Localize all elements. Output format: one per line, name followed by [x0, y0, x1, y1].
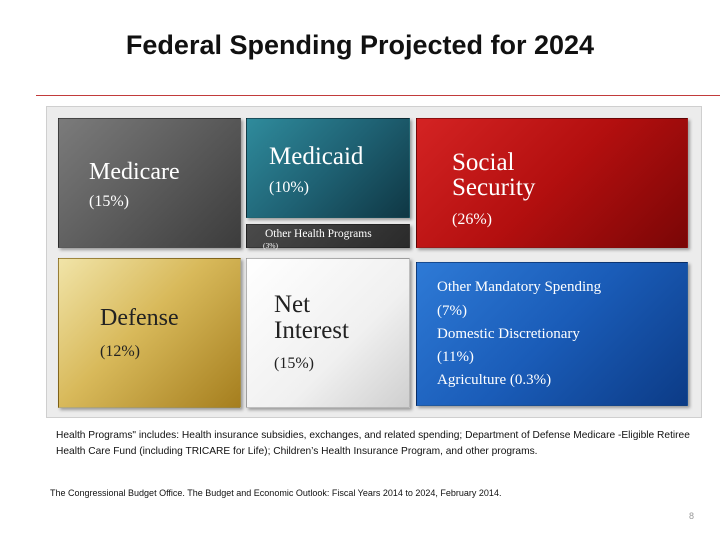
- defense-percent: (12%): [100, 343, 140, 360]
- agriculture-label: Agriculture (0.3%): [437, 372, 552, 388]
- tile-other-mandatory: Other Mandatory Spending (7%) Domestic D…: [416, 262, 688, 406]
- footnote: Health Programs" includes: Health insura…: [56, 430, 690, 457]
- domestic-discretionary-percent: (11%): [437, 349, 474, 365]
- other-mandatory-percent: (7%): [437, 303, 467, 319]
- other-health-percent: (3%): [263, 241, 278, 250]
- domestic-discretionary-label: Domestic Discretionary: [437, 326, 580, 342]
- tile-medicaid: Medicaid (10%): [246, 118, 410, 218]
- tile-net-interest: Net Interest (15%): [246, 258, 410, 408]
- title-divider: [36, 95, 720, 96]
- defense-label: Defense: [100, 305, 179, 331]
- medicaid-label: Medicaid: [269, 143, 364, 170]
- social-security-percent: (26%): [452, 211, 492, 228]
- tile-social-security: Social Security (26%): [416, 118, 688, 248]
- tile-medicare: Medicare (15%): [58, 118, 241, 248]
- net-interest-label-line1: Net: [274, 291, 311, 318]
- page-title: Federal Spending Projected for 2024: [125, 30, 595, 60]
- other-health-label: Other Health Programs: [265, 228, 372, 240]
- tile-other-health-programs: Other Health Programs (3%): [246, 224, 410, 250]
- medicaid-percent: (10%): [269, 179, 309, 196]
- social-security-label-line1: Social: [452, 149, 515, 176]
- other-mandatory-label: Other Mandatory Spending: [437, 279, 602, 295]
- net-interest-label-line2: Interest: [274, 317, 349, 344]
- net-interest-percent: (15%): [274, 355, 314, 372]
- medicare-label: Medicare: [89, 159, 180, 185]
- tile-defense: Defense (12%): [58, 258, 241, 408]
- source-citation: The Congressional Budget Office. The Bud…: [50, 488, 502, 498]
- social-security-label-line2: Security: [452, 174, 536, 201]
- medicare-percent: (15%): [89, 193, 129, 210]
- page-number: 8: [688, 511, 694, 521]
